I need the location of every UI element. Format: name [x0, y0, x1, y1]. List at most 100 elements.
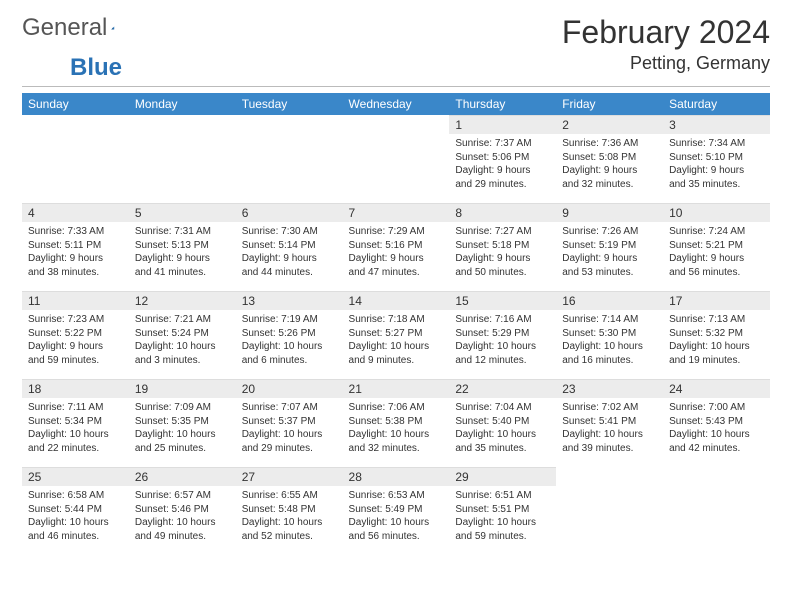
- month-title: February 2024: [562, 14, 770, 51]
- day-line-d1: Daylight: 10 hours: [135, 428, 230, 442]
- day-line-d1: Daylight: 10 hours: [349, 428, 444, 442]
- day-line-d1: Daylight: 10 hours: [242, 516, 337, 530]
- day-number: 8: [449, 203, 556, 222]
- day-line-d1: Daylight: 10 hours: [135, 516, 230, 530]
- sail-icon: [111, 17, 115, 39]
- day-line-sunset: Sunset: 5:34 PM: [28, 415, 123, 429]
- day-number: 15: [449, 291, 556, 310]
- day-line-sunset: Sunset: 5:32 PM: [669, 327, 764, 341]
- calendar-row: 1Sunrise: 7:37 AMSunset: 5:06 PMDaylight…: [22, 115, 770, 203]
- day-body: Sunrise: 7:33 AMSunset: 5:11 PMDaylight:…: [22, 222, 129, 283]
- day-line-sunrise: Sunrise: 6:58 AM: [28, 489, 123, 503]
- day-line-sunset: Sunset: 5:10 PM: [669, 151, 764, 165]
- weekday-header: Wednesday: [343, 93, 450, 115]
- day-line-sunrise: Sunrise: 6:53 AM: [349, 489, 444, 503]
- day-number: 18: [22, 379, 129, 398]
- day-body: Sunrise: 7:36 AMSunset: 5:08 PMDaylight:…: [556, 134, 663, 195]
- day-body: Sunrise: 6:55 AMSunset: 5:48 PMDaylight:…: [236, 486, 343, 547]
- calendar-cell: 2Sunrise: 7:36 AMSunset: 5:08 PMDaylight…: [556, 115, 663, 203]
- day-body: Sunrise: 7:19 AMSunset: 5:26 PMDaylight:…: [236, 310, 343, 371]
- day-line-sunrise: Sunrise: 7:36 AM: [562, 137, 657, 151]
- day-number: 27: [236, 467, 343, 486]
- day-line-d2: and 9 minutes.: [349, 354, 444, 368]
- calendar-cell: 10Sunrise: 7:24 AMSunset: 5:21 PMDayligh…: [663, 203, 770, 291]
- day-line-sunset: Sunset: 5:37 PM: [242, 415, 337, 429]
- day-line-sunrise: Sunrise: 7:09 AM: [135, 401, 230, 415]
- day-line-d2: and 12 minutes.: [455, 354, 550, 368]
- day-line-d1: Daylight: 9 hours: [349, 252, 444, 266]
- location-text: Petting, Germany: [562, 53, 770, 74]
- calendar-cell: 12Sunrise: 7:21 AMSunset: 5:24 PMDayligh…: [129, 291, 236, 379]
- day-line-sunrise: Sunrise: 7:11 AM: [28, 401, 123, 415]
- day-line-sunset: Sunset: 5:29 PM: [455, 327, 550, 341]
- day-number: 1: [449, 115, 556, 134]
- day-line-d2: and 59 minutes.: [455, 530, 550, 544]
- day-body: Sunrise: 7:06 AMSunset: 5:38 PMDaylight:…: [343, 398, 450, 459]
- day-number: 28: [343, 467, 450, 486]
- day-number: 20: [236, 379, 343, 398]
- calendar-cell: 23Sunrise: 7:02 AMSunset: 5:41 PMDayligh…: [556, 379, 663, 467]
- calendar-cell: 22Sunrise: 7:04 AMSunset: 5:40 PMDayligh…: [449, 379, 556, 467]
- day-line-d2: and 22 minutes.: [28, 442, 123, 456]
- day-line-d1: Daylight: 9 hours: [455, 164, 550, 178]
- day-line-d2: and 47 minutes.: [349, 266, 444, 280]
- calendar-row: 25Sunrise: 6:58 AMSunset: 5:44 PMDayligh…: [22, 467, 770, 555]
- day-line-sunrise: Sunrise: 7:30 AM: [242, 225, 337, 239]
- day-line-d2: and 25 minutes.: [135, 442, 230, 456]
- day-body: Sunrise: 7:00 AMSunset: 5:43 PMDaylight:…: [663, 398, 770, 459]
- day-line-sunset: Sunset: 5:51 PM: [455, 503, 550, 517]
- day-body: Sunrise: 7:34 AMSunset: 5:10 PMDaylight:…: [663, 134, 770, 195]
- day-number: 5: [129, 203, 236, 222]
- day-line-d1: Daylight: 10 hours: [562, 340, 657, 354]
- day-body: Sunrise: 7:14 AMSunset: 5:30 PMDaylight:…: [556, 310, 663, 371]
- calendar-cell: 5Sunrise: 7:31 AMSunset: 5:13 PMDaylight…: [129, 203, 236, 291]
- calendar-cell: 26Sunrise: 6:57 AMSunset: 5:46 PMDayligh…: [129, 467, 236, 555]
- day-line-sunrise: Sunrise: 6:51 AM: [455, 489, 550, 503]
- day-body: Sunrise: 7:09 AMSunset: 5:35 PMDaylight:…: [129, 398, 236, 459]
- day-line-sunrise: Sunrise: 7:33 AM: [28, 225, 123, 239]
- day-line-sunset: Sunset: 5:49 PM: [349, 503, 444, 517]
- day-line-sunrise: Sunrise: 7:26 AM: [562, 225, 657, 239]
- day-line-sunrise: Sunrise: 6:57 AM: [135, 489, 230, 503]
- day-line-sunrise: Sunrise: 7:27 AM: [455, 225, 550, 239]
- day-number: 29: [449, 467, 556, 486]
- day-line-d2: and 49 minutes.: [135, 530, 230, 544]
- calendar-cell: 3Sunrise: 7:34 AMSunset: 5:10 PMDaylight…: [663, 115, 770, 203]
- day-line-sunrise: Sunrise: 7:13 AM: [669, 313, 764, 327]
- day-line-sunrise: Sunrise: 7:04 AM: [455, 401, 550, 415]
- day-line-d1: Daylight: 10 hours: [349, 516, 444, 530]
- calendar-cell: 17Sunrise: 7:13 AMSunset: 5:32 PMDayligh…: [663, 291, 770, 379]
- day-number: 23: [556, 379, 663, 398]
- weekday-header: Sunday: [22, 93, 129, 115]
- logo: General: [22, 14, 137, 42]
- calendar-cell: 19Sunrise: 7:09 AMSunset: 5:35 PMDayligh…: [129, 379, 236, 467]
- calendar-cell: 6Sunrise: 7:30 AMSunset: 5:14 PMDaylight…: [236, 203, 343, 291]
- day-line-sunset: Sunset: 5:30 PM: [562, 327, 657, 341]
- day-line-sunset: Sunset: 5:19 PM: [562, 239, 657, 253]
- day-body: Sunrise: 7:18 AMSunset: 5:27 PMDaylight:…: [343, 310, 450, 371]
- day-line-sunrise: Sunrise: 7:34 AM: [669, 137, 764, 151]
- day-number: 4: [22, 203, 129, 222]
- day-body: Sunrise: 7:26 AMSunset: 5:19 PMDaylight:…: [556, 222, 663, 283]
- day-line-d2: and 44 minutes.: [242, 266, 337, 280]
- day-line-d1: Daylight: 9 hours: [669, 252, 764, 266]
- calendar-cell: 1Sunrise: 7:37 AMSunset: 5:06 PMDaylight…: [449, 115, 556, 203]
- day-line-d2: and 29 minutes.: [455, 178, 550, 192]
- day-line-d2: and 29 minutes.: [242, 442, 337, 456]
- day-line-d2: and 16 minutes.: [562, 354, 657, 368]
- day-line-sunset: Sunset: 5:46 PM: [135, 503, 230, 517]
- day-number: 3: [663, 115, 770, 134]
- weekday-header: Tuesday: [236, 93, 343, 115]
- day-line-d1: Daylight: 10 hours: [669, 428, 764, 442]
- day-line-d2: and 35 minutes.: [455, 442, 550, 456]
- day-body: Sunrise: 7:11 AMSunset: 5:34 PMDaylight:…: [22, 398, 129, 459]
- day-line-d2: and 35 minutes.: [669, 178, 764, 192]
- day-line-d2: and 42 minutes.: [669, 442, 764, 456]
- day-body: Sunrise: 7:13 AMSunset: 5:32 PMDaylight:…: [663, 310, 770, 371]
- day-body: Sunrise: 7:02 AMSunset: 5:41 PMDaylight:…: [556, 398, 663, 459]
- day-body: Sunrise: 7:31 AMSunset: 5:13 PMDaylight:…: [129, 222, 236, 283]
- day-line-d1: Daylight: 10 hours: [349, 340, 444, 354]
- weekday-header: Friday: [556, 93, 663, 115]
- day-number: 17: [663, 291, 770, 310]
- day-line-d1: Daylight: 10 hours: [669, 340, 764, 354]
